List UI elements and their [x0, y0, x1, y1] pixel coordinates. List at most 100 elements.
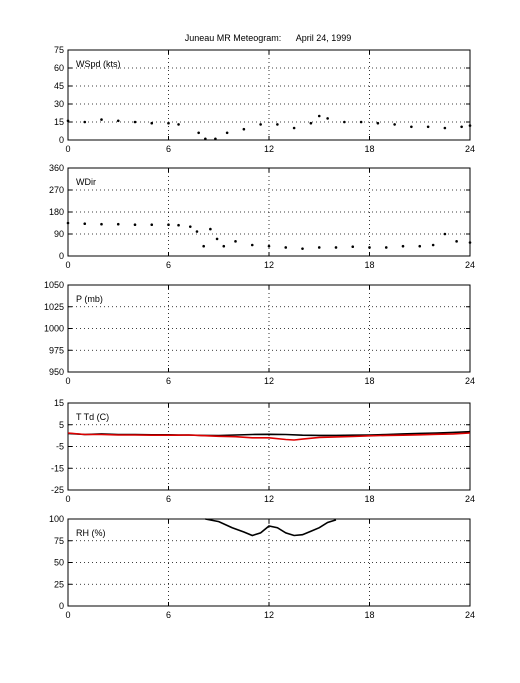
panel-1-xtick-label: 12 [264, 260, 274, 270]
panel-0-ytick-label: 30 [54, 99, 64, 109]
panel-0-data-point [317, 114, 321, 118]
panel-0-xtick-label: 0 [65, 144, 70, 154]
panel-0-data-point [133, 120, 137, 124]
panel-2-ytick-label: 1000 [44, 324, 64, 334]
panel-3-xtick-label: 6 [166, 494, 171, 504]
panel-4-ytick-label: 75 [54, 536, 64, 546]
panel-0-ytick-label: 60 [54, 63, 64, 73]
panel-4-xtick-label: 12 [264, 610, 274, 620]
panel-0-ytick-label: 15 [54, 117, 64, 127]
panel-1-data-point [234, 240, 237, 243]
panel-1-data-point [188, 225, 192, 228]
panel-0-data-point [393, 123, 396, 126]
panel-0-data-point [214, 137, 217, 141]
panel-1-xtick-label: 18 [364, 260, 374, 270]
panel-4-label: RH (%) [76, 528, 106, 538]
panel-1-data-point [455, 240, 458, 243]
panel-2-label: P (mb) [76, 294, 103, 304]
panel-1-data-point [368, 246, 371, 249]
panel-3-ytick-label: -5 [56, 442, 64, 452]
panel-1-data-point [202, 244, 205, 248]
panel-4-ytick-label: 50 [54, 558, 64, 568]
panel-0-xtick-label: 6 [166, 144, 171, 154]
panel-1-data-point [195, 230, 199, 233]
panel-1-data-point [100, 222, 103, 226]
panel-1-data-point [317, 246, 321, 249]
panel-1-ytick-label: 360 [49, 163, 64, 173]
panel-3-xtick-label: 0 [65, 494, 70, 504]
panel-1-data-point [443, 232, 447, 236]
panel-1-data-point [384, 246, 388, 249]
panel-0-data-point [204, 137, 207, 141]
panel-2-xtick-label: 12 [264, 376, 274, 386]
panel-0-data-point [150, 121, 154, 125]
panel-4-xtick-label: 0 [65, 610, 70, 620]
panel-0-data-point [410, 125, 413, 129]
panel-1-data-point [250, 243, 254, 247]
panel-0-ytick-label: 75 [54, 45, 64, 55]
panel-0-data-point [177, 123, 180, 126]
panel-1-data-point [66, 221, 70, 225]
panel-0-data-point [242, 127, 246, 131]
panel-1-ytick-label: 90 [54, 229, 64, 239]
panel-4-ytick-label: 0 [59, 601, 64, 611]
panel-4-ytick-label: 25 [54, 579, 64, 589]
panel-1-data-point [177, 223, 180, 227]
panel-2-ytick-label: 1050 [44, 280, 64, 290]
panel-1-ytick-label: 180 [49, 207, 64, 217]
panel-0-data-point [326, 117, 329, 120]
panel-1-data-point [418, 244, 422, 248]
panel-1-data-point [133, 223, 137, 227]
panel-0-xtick-label: 18 [364, 144, 374, 154]
panel-3-ytick-label: -15 [51, 463, 64, 473]
panel-0-data-point [376, 121, 380, 125]
panel-1-data-point [222, 244, 226, 248]
panel-1-ytick-label: 0 [59, 251, 64, 261]
panel-1-data-point [167, 223, 170, 227]
panel-1-xtick-label: 0 [65, 260, 70, 270]
panel-3-ytick-label: 15 [54, 398, 64, 408]
panel-2-xtick-label: 0 [65, 376, 70, 386]
panel-1-data-point [431, 243, 435, 247]
panel-0-label: WSpd (kts) [76, 59, 121, 69]
panel-0-data-point [359, 120, 363, 124]
panel-1-data-point [215, 237, 219, 241]
panel-2-ytick-label: 975 [49, 345, 64, 355]
panel-1-data-point [209, 227, 212, 231]
panel-0-ytick-label: 0 [59, 135, 64, 145]
panel-2-xtick-label: 6 [166, 376, 171, 386]
panel-4-xtick-label: 6 [166, 610, 171, 620]
panel-0-data-point [460, 125, 463, 129]
panel-0-data-point [116, 119, 120, 123]
chart-title: Juneau MR Meteogram: April 24, 1999 [184, 33, 352, 43]
panel-0-ytick-label: 45 [54, 81, 64, 91]
panel-4-series-0-line [205, 518, 337, 537]
panel-0-data-point [443, 126, 447, 130]
panel-2-xtick-label: 24 [465, 376, 475, 386]
panel-0-xtick-label: 24 [465, 144, 475, 154]
panel-1-data-point [83, 222, 87, 226]
panel-0-data-point [276, 123, 279, 126]
panel-1-data-point [334, 246, 338, 249]
panel-1-data-point [267, 244, 271, 248]
panel-1-data-point [301, 247, 304, 250]
panel-4-xtick-label: 18 [364, 610, 374, 620]
panel-0-data-point [100, 118, 103, 121]
panel-0-data-point [66, 119, 70, 123]
panel-0-data-point [343, 120, 346, 124]
panel-2-ytick-label: 950 [49, 367, 64, 377]
panel-3-series-1-line [67, 432, 471, 441]
panel-1-data-point [116, 222, 120, 226]
panel-3-ytick-label: 5 [59, 420, 64, 430]
panel-0-xtick-label: 12 [264, 144, 274, 154]
panel-3-ytick-label: -25 [51, 485, 64, 495]
panel-0-data-point [197, 131, 200, 135]
panel-1-data-point [401, 244, 405, 248]
panel-3-label: T Td (C) [76, 412, 109, 422]
panel-0-data-point [426, 125, 430, 129]
panel-0-data-point [259, 123, 262, 126]
panel-3-xtick-label: 24 [465, 494, 475, 504]
panel-0-data-point [292, 126, 296, 130]
panel-3-xtick-label: 18 [364, 494, 374, 504]
